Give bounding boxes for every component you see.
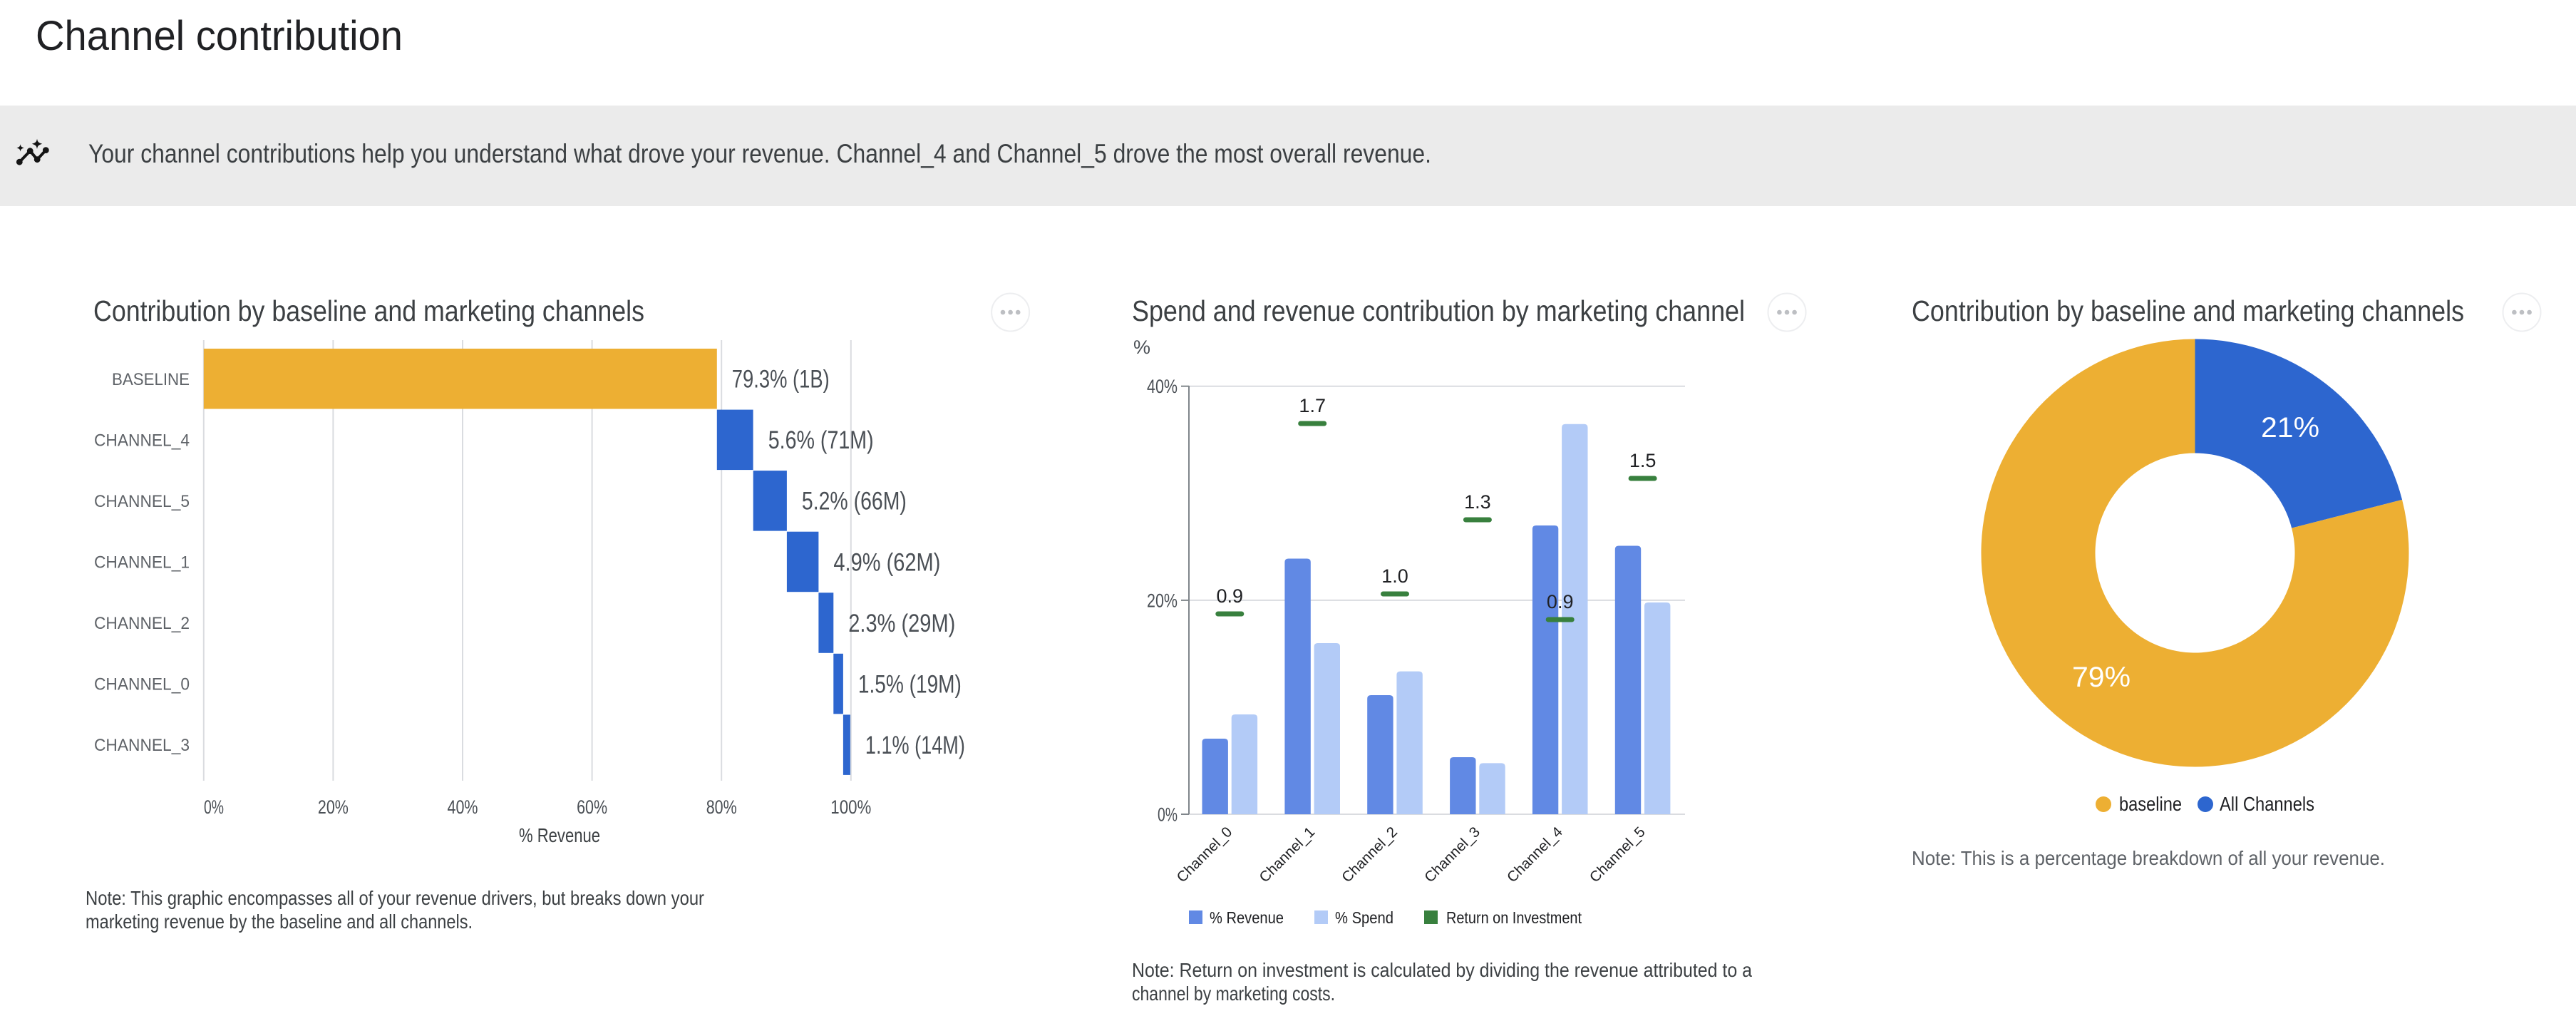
svg-text:Contribution by baseline and m: Contribution by baseline and marketing c… [1912,294,2464,327]
svg-text:5.6% (71M): 5.6% (71M) [768,426,874,454]
svg-text:40%: 40% [448,796,478,818]
svg-text:4.9% (62M): 4.9% (62M) [833,548,940,576]
svg-text:1.7: 1.7 [1299,395,1326,416]
svg-text:% Revenue: % Revenue [519,824,600,846]
svg-text:0.9: 0.9 [1547,591,1574,612]
svg-text:2.3% (29M): 2.3% (29M) [848,610,955,637]
svg-text:Return on Investment: Return on Investment [1446,908,1582,927]
svg-text:20%: 20% [1147,590,1178,611]
svg-text:100%: 100% [830,796,871,818]
svg-text:CHANNEL_1: CHANNEL_1 [94,553,190,573]
svg-text:40%: 40% [1147,376,1178,397]
svg-text:channel by marketing costs.: channel by marketing costs. [1132,982,1335,1005]
svg-text:80%: 80% [706,796,737,818]
svg-text:marketing revenue by the basel: marketing revenue by the baseline and al… [86,910,473,933]
svg-text:1.5: 1.5 [1629,450,1657,471]
svg-text:% Revenue: % Revenue [1210,908,1284,927]
svg-text:Your channel contributions hel: Your channel contributions help you unde… [88,139,1431,168]
svg-text:21%: 21% [2261,412,2319,443]
svg-text:1.1% (14M): 1.1% (14M) [865,732,965,759]
svg-text:0%: 0% [204,796,224,818]
svg-text:BASELINE: BASELINE [112,370,190,389]
svg-text:CHANNEL_4: CHANNEL_4 [94,431,190,450]
svg-text:Spend and revenue contribution: Spend and revenue contribution by market… [1132,294,1745,327]
svg-text:0.9: 0.9 [1217,585,1244,607]
svg-text:All Channels: All Channels [2220,793,2314,815]
svg-text:Note: This graphic encompasses: Note: This graphic encompasses all of yo… [86,887,704,909]
svg-text:1.3: 1.3 [1464,491,1491,513]
svg-text:Note: This is a percentage bre: Note: This is a percentage breakdown of … [1912,847,2385,869]
svg-text:CHANNEL_2: CHANNEL_2 [94,614,190,633]
svg-text:0%: 0% [1158,804,1178,826]
svg-text:Note: Return on investment is: Note: Return on investment is calculated… [1132,959,1752,981]
svg-text:%: % [1133,337,1150,358]
svg-text:Channel contribution: Channel contribution [36,13,403,59]
svg-text:20%: 20% [318,796,349,818]
svg-text:1.0: 1.0 [1381,565,1408,587]
svg-text:baseline: baseline [2119,793,2182,815]
svg-text:% Spend: % Spend [1335,908,1393,927]
svg-text:CHANNEL_5: CHANNEL_5 [94,492,190,511]
svg-text:Contribution by baseline and m: Contribution by baseline and marketing c… [93,294,644,327]
svg-text:CHANNEL_3: CHANNEL_3 [94,736,190,755]
svg-text:79%: 79% [2072,662,2131,693]
svg-text:60%: 60% [577,796,607,818]
svg-text:CHANNEL_0: CHANNEL_0 [94,675,190,694]
svg-text:5.2% (66M): 5.2% (66M) [802,488,907,515]
svg-text:79.3% (1B): 79.3% (1B) [732,366,830,394]
svg-text:1.5% (19M): 1.5% (19M) [858,670,962,698]
